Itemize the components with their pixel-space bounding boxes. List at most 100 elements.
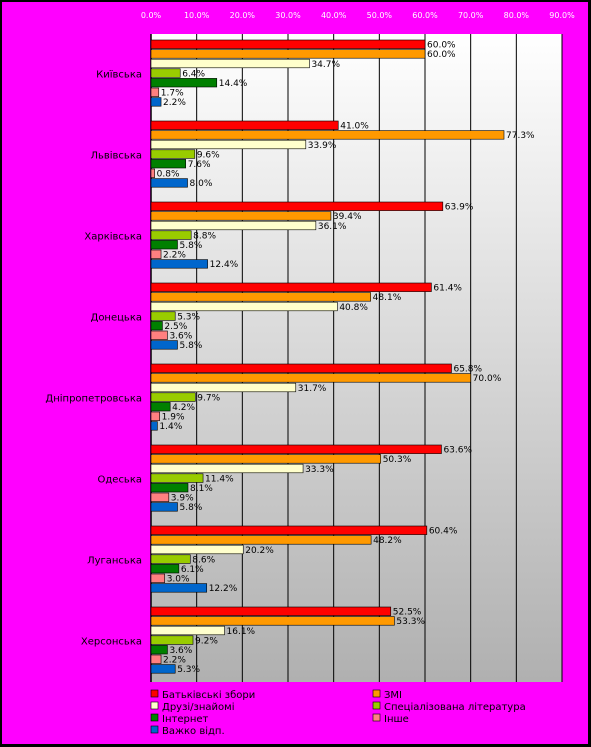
bar: [150, 159, 187, 169]
data-label: 34.7%: [311, 60, 340, 70]
data-label: 8.8%: [193, 231, 216, 241]
bar: [150, 525, 428, 535]
data-label: 63.6%: [443, 446, 472, 456]
data-label: 2.2%: [163, 656, 186, 666]
bar: [150, 535, 372, 545]
legend-swatch: [372, 689, 381, 698]
data-label: 8.6%: [192, 555, 215, 565]
x-tick-label: 80.0%: [504, 11, 530, 20]
category-label: Херсонська: [81, 637, 142, 648]
x-axis-ticks: 0.0% 10.0% 20.0% 30.0% 40.0% 50.0% 60.0% 70.0% 8…: [141, 11, 575, 20]
data-label: 8.0%: [190, 179, 213, 189]
x-tick-label: 60.0%: [412, 11, 438, 20]
bar: [150, 39, 426, 49]
bar: [150, 363, 452, 373]
bar: [150, 97, 162, 107]
data-label: 1.9%: [162, 413, 185, 423]
x-tick-label: 40.0%: [321, 11, 347, 20]
data-label: 65.8%: [453, 365, 482, 375]
legend-swatch: [150, 701, 159, 710]
data-label: 60.0%: [427, 41, 456, 51]
data-label: 16.1%: [227, 627, 256, 637]
bar: [150, 625, 225, 636]
legend-swatch: [150, 689, 159, 698]
bar: [150, 149, 196, 159]
bar: [150, 382, 297, 393]
category-label: Дніпропетровська: [45, 393, 142, 405]
gridlines: [150, 34, 563, 682]
x-tick-label: 20.0%: [230, 11, 256, 20]
data-label: 33.3%: [305, 465, 334, 475]
data-label: 9.7%: [197, 393, 220, 403]
x-tick-label: 50.0%: [367, 11, 393, 20]
data-label: 41.0%: [340, 122, 369, 132]
data-label: 50.3%: [383, 455, 412, 465]
legend-label: Батьківські збори: [162, 689, 255, 701]
bar: [150, 492, 170, 502]
data-label: 12.4%: [210, 260, 239, 270]
bar: [150, 573, 165, 583]
bar: [150, 635, 194, 645]
data-label: 6.1%: [181, 565, 204, 575]
data-label: 4.2%: [172, 403, 195, 413]
data-label: 5.8%: [179, 503, 202, 513]
bar: [150, 178, 188, 188]
data-label: 8.1%: [190, 484, 213, 494]
data-label: 14.4%: [219, 79, 248, 89]
data-label: 12.2%: [209, 584, 238, 594]
bar: [150, 78, 218, 88]
bar: [150, 654, 162, 664]
data-label: 77.3%: [506, 131, 535, 141]
bar: [150, 301, 338, 312]
category-labels: Київська Львівська Харківська Донецька Дніпр…: [45, 70, 142, 648]
data-label: 31.7%: [298, 384, 327, 394]
data-label: 3.9%: [171, 494, 194, 504]
bar: [150, 240, 178, 250]
bar: [150, 168, 155, 178]
bar: [150, 130, 505, 140]
data-label: 2.5%: [164, 322, 187, 332]
bar: [150, 444, 442, 454]
bar: [150, 373, 471, 383]
data-label: 5.3%: [177, 665, 200, 675]
bar: [150, 211, 332, 221]
bar: [150, 58, 310, 69]
bar: [150, 606, 392, 616]
bar: [150, 249, 162, 259]
data-label: 48.1%: [373, 293, 402, 303]
data-label: 40.8%: [339, 303, 368, 313]
data-label: 5.8%: [179, 241, 202, 251]
bar: [150, 402, 171, 412]
legend-label: Інше: [384, 714, 409, 725]
bar: [150, 544, 244, 555]
bar: [150, 311, 176, 321]
bar: [150, 554, 191, 564]
legend-label: Інтернет: [162, 714, 209, 725]
bar: [150, 664, 176, 674]
data-label: 60.0%: [427, 50, 456, 60]
data-label: 0.8%: [157, 170, 180, 180]
bar: [150, 49, 426, 59]
bar: [150, 645, 168, 655]
x-tick-label: 90.0%: [549, 11, 575, 20]
data-label: 52.5%: [393, 608, 422, 618]
bar: [150, 220, 317, 231]
data-label: 5.3%: [177, 312, 200, 322]
data-label: 61.4%: [433, 284, 462, 294]
legend-label: Важко відп.: [162, 725, 225, 737]
bar: [150, 392, 196, 402]
bar: [150, 340, 178, 350]
data-label: 20.2%: [245, 546, 274, 556]
category-label: Луганська: [87, 556, 142, 567]
category-label: Донецька: [91, 313, 143, 324]
bar: [150, 230, 192, 240]
bar: [150, 616, 395, 626]
bar: [150, 259, 208, 269]
x-tick-label: 30.0%: [275, 11, 301, 20]
bar: [150, 421, 158, 431]
legend-swatch: [150, 713, 159, 722]
x-tick-label: 70.0%: [458, 11, 484, 20]
data-label: 7.6%: [188, 160, 211, 170]
category-label: Одеська: [98, 475, 143, 486]
